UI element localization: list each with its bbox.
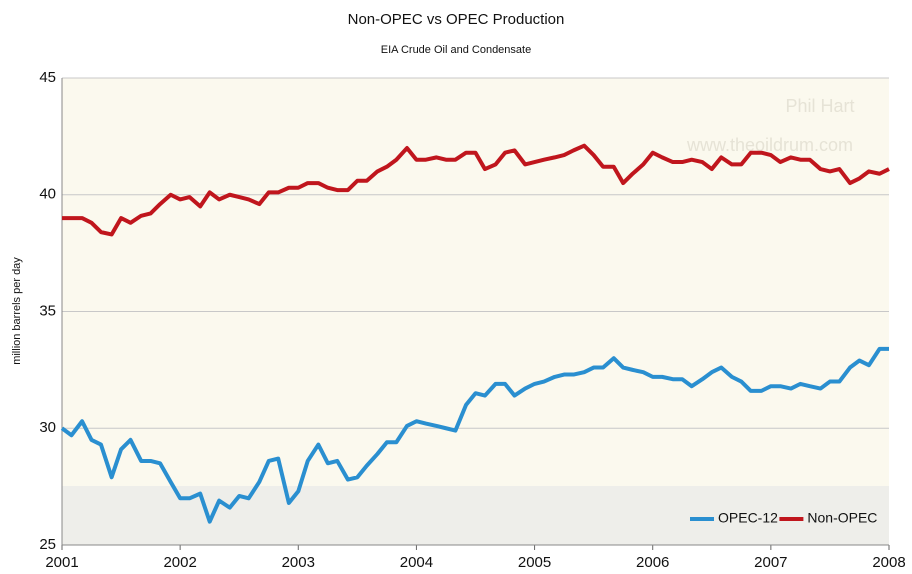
y-tick-label: 25 xyxy=(39,536,56,553)
y-tick-label: 35 xyxy=(39,302,56,319)
watermark: www.theoildrum.com xyxy=(686,135,853,155)
x-tick-label: 2008 xyxy=(872,554,905,571)
legend-label: OPEC-12 xyxy=(718,510,778,526)
x-tick-label: 2004 xyxy=(400,554,433,571)
watermark: Phil Hart xyxy=(785,96,854,116)
series-line xyxy=(62,143,890,237)
x-tick-label: 2001 xyxy=(45,554,78,571)
x-tick-label: 2002 xyxy=(163,554,196,571)
legend-label: Non-OPEC xyxy=(807,510,877,526)
x-tick-label: 2003 xyxy=(282,554,315,571)
x-tick-label: 2006 xyxy=(636,554,669,571)
y-tick-label: 30 xyxy=(39,419,56,436)
y-tick-label: 45 xyxy=(39,69,56,86)
y-tick-label: 40 xyxy=(39,186,56,203)
y-axis-label: million barrels per day xyxy=(11,257,23,365)
chart-subtitle: EIA Crude Oil and Condensate xyxy=(381,44,531,56)
chart-title: Non-OPEC vs OPEC Production xyxy=(348,11,565,28)
series-line xyxy=(60,346,889,524)
x-tick-label: 2005 xyxy=(518,554,551,571)
x-tick-label: 2007 xyxy=(754,554,787,571)
